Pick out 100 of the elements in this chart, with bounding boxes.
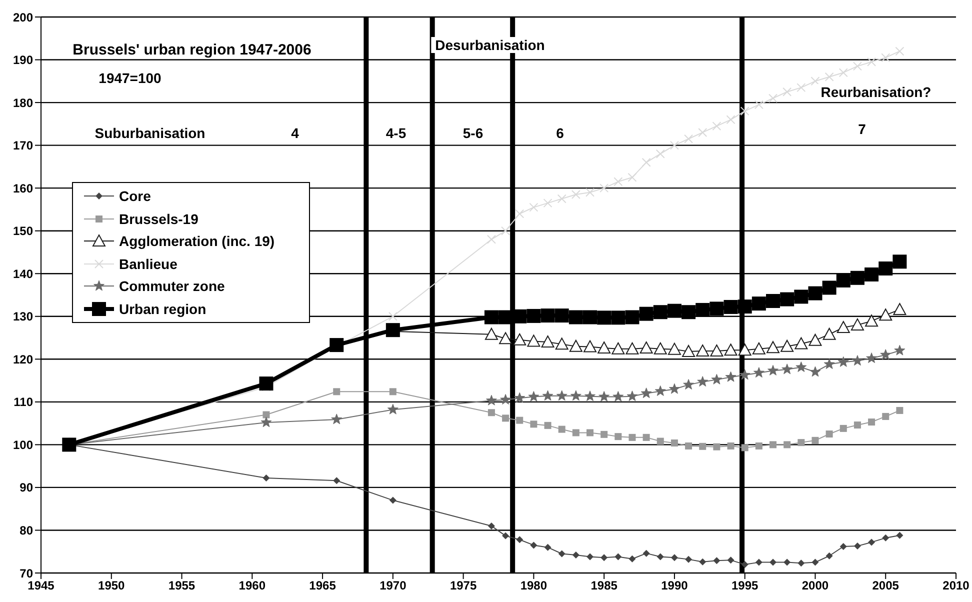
point: [556, 390, 568, 401]
point: [696, 302, 710, 317]
point: [852, 355, 863, 366]
point: [528, 391, 540, 402]
x-tick-label: 1995: [731, 578, 759, 593]
point: [544, 544, 552, 551]
point: [879, 308, 892, 321]
point: [499, 332, 512, 344]
y-tick-label: 140: [12, 266, 34, 281]
point: [670, 439, 678, 446]
point: [626, 342, 639, 354]
point: [670, 554, 678, 562]
point: [739, 369, 750, 380]
x-tick-label: 1970: [380, 578, 407, 593]
point: [711, 374, 722, 384]
x-tick-label: 1980: [520, 578, 548, 593]
point: [642, 158, 651, 167]
point: [572, 552, 580, 559]
text: 1947=100: [98, 70, 162, 86]
point: [796, 83, 806, 92]
text: Brussels' urban region 1947-2006: [68, 42, 316, 58]
point: [571, 190, 580, 199]
point: [388, 312, 398, 321]
point: [389, 496, 396, 504]
point: [752, 296, 766, 311]
annotation: Suburbanisation: [90, 125, 210, 141]
point: [628, 555, 636, 562]
point: [878, 261, 893, 276]
point: [262, 411, 270, 418]
point: [699, 442, 706, 450]
point: [784, 558, 791, 566]
point: [484, 310, 498, 324]
point: [865, 314, 878, 327]
point: [892, 254, 907, 269]
point: [500, 394, 512, 404]
point: [780, 340, 794, 352]
y-tick-label: 200: [12, 10, 34, 24]
point: [698, 128, 708, 137]
point: [668, 383, 680, 394]
annotation: 5-6: [458, 125, 488, 141]
point: [584, 390, 596, 402]
point: [752, 342, 766, 354]
point: [262, 474, 270, 482]
point: [824, 72, 834, 82]
point: [854, 542, 861, 550]
point: [614, 433, 622, 440]
point: [513, 333, 526, 346]
point: [864, 267, 879, 282]
point: [782, 364, 793, 374]
point: [527, 334, 540, 347]
point: [710, 302, 724, 316]
annotation: 7: [854, 121, 870, 137]
x-tick-label: 2010: [942, 578, 970, 593]
y-tick-label: 120: [12, 352, 34, 366]
x-tick-label: 1945: [28, 578, 55, 593]
point: [826, 552, 833, 560]
point: [683, 379, 694, 390]
point: [586, 188, 594, 197]
point: [389, 388, 396, 396]
point: [770, 441, 776, 448]
point: [768, 364, 778, 376]
point: [822, 280, 836, 295]
point: [824, 358, 835, 369]
point: [611, 310, 626, 325]
point: [570, 390, 582, 401]
point: [881, 53, 890, 62]
point: [682, 344, 696, 357]
point: [850, 270, 864, 285]
point: [812, 558, 819, 566]
point: [838, 356, 849, 367]
point: [333, 388, 340, 396]
x-tick-label: 1985: [590, 578, 618, 593]
point: [600, 554, 608, 562]
x-tick-label: 1975: [450, 578, 477, 593]
point: [882, 534, 890, 542]
point: [654, 385, 666, 396]
point: [713, 557, 720, 564]
point: [808, 334, 822, 346]
point: [526, 308, 541, 323]
x-tick-label: 1950: [98, 578, 126, 593]
x-tick-label: 2000: [802, 578, 829, 593]
point: [725, 371, 736, 382]
point: [501, 226, 510, 236]
point: [541, 336, 554, 348]
point: [614, 177, 623, 186]
point: [840, 542, 847, 550]
point: [696, 344, 710, 357]
point: [810, 366, 821, 377]
y-tick-label: 190: [12, 53, 34, 68]
point: [768, 94, 778, 103]
legend-label: Agglomeration (inc. 19): [119, 233, 275, 250]
point: [625, 310, 640, 324]
legend-label: Brussels-19: [119, 210, 198, 227]
point: [597, 310, 612, 325]
point: [642, 434, 650, 441]
point: [798, 439, 805, 446]
point: [741, 444, 748, 452]
point: [685, 556, 692, 563]
point: [331, 414, 342, 424]
point: [542, 390, 554, 401]
